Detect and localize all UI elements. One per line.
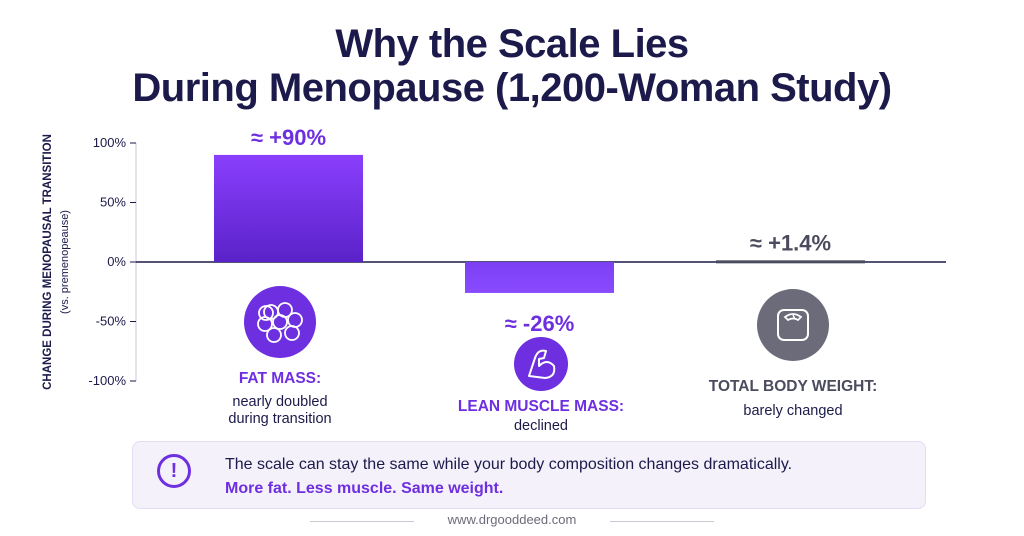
flexed-arm-icon <box>514 337 568 391</box>
category-desc-1: nearly doubled <box>232 394 327 410</box>
data-label-3: ≈ +1.4% <box>750 230 831 255</box>
bathroom-scale-icon <box>757 289 829 361</box>
exclamation-icon: ! <box>157 454 191 488</box>
footer-rule-right <box>610 521 714 522</box>
category-desc-2: declined <box>514 418 568 430</box>
footer-rule-left <box>310 521 414 522</box>
y-tick-label: 50% <box>100 195 126 210</box>
category-title-2: LEAN MUSCLE MASS: <box>458 398 624 415</box>
bar-1 <box>214 154 363 262</box>
callout-text: The scale can stay the same while your b… <box>225 456 793 473</box>
data-label-1: ≈ +90% <box>251 125 326 150</box>
category-desc-3: barely changed <box>743 403 842 419</box>
y-tick-label: -100% <box>88 373 126 388</box>
y-tick-label: 100% <box>93 135 127 150</box>
footer-url: www.drgooddeed.com <box>447 512 577 527</box>
y-axis-subtitle: (vs. premenopeause) <box>59 210 71 314</box>
fat-cells-icon <box>244 286 316 358</box>
bar-3 <box>716 260 865 264</box>
title-line-1: Why the Scale Lies <box>335 22 689 66</box>
y-tick-label: 0% <box>107 254 126 269</box>
y-tick-label: -50% <box>96 314 127 329</box>
category-desc-1: during transition <box>228 411 331 427</box>
data-label-2: ≈ -26% <box>505 311 575 336</box>
bar-2 <box>465 262 614 293</box>
callout-highlight: More fat. Less muscle. Same weight. <box>225 480 504 497</box>
bar-chart: 100% 50% 0% -50% -100% CHANGE DURING MENOPAUS… <box>42 125 946 430</box>
category-title-1: FAT MASS: <box>239 370 321 387</box>
y-axis-title: CHANGE DURING MENOPAUSAL TRANSITION <box>42 134 54 390</box>
category-title-3: TOTAL BODY WEIGHT: <box>709 378 878 395</box>
title-line-2: During Menopause (1,200-Woman Study) <box>132 66 892 110</box>
key-takeaway-callout: ! The scale can stay the same while your… <box>132 441 926 509</box>
